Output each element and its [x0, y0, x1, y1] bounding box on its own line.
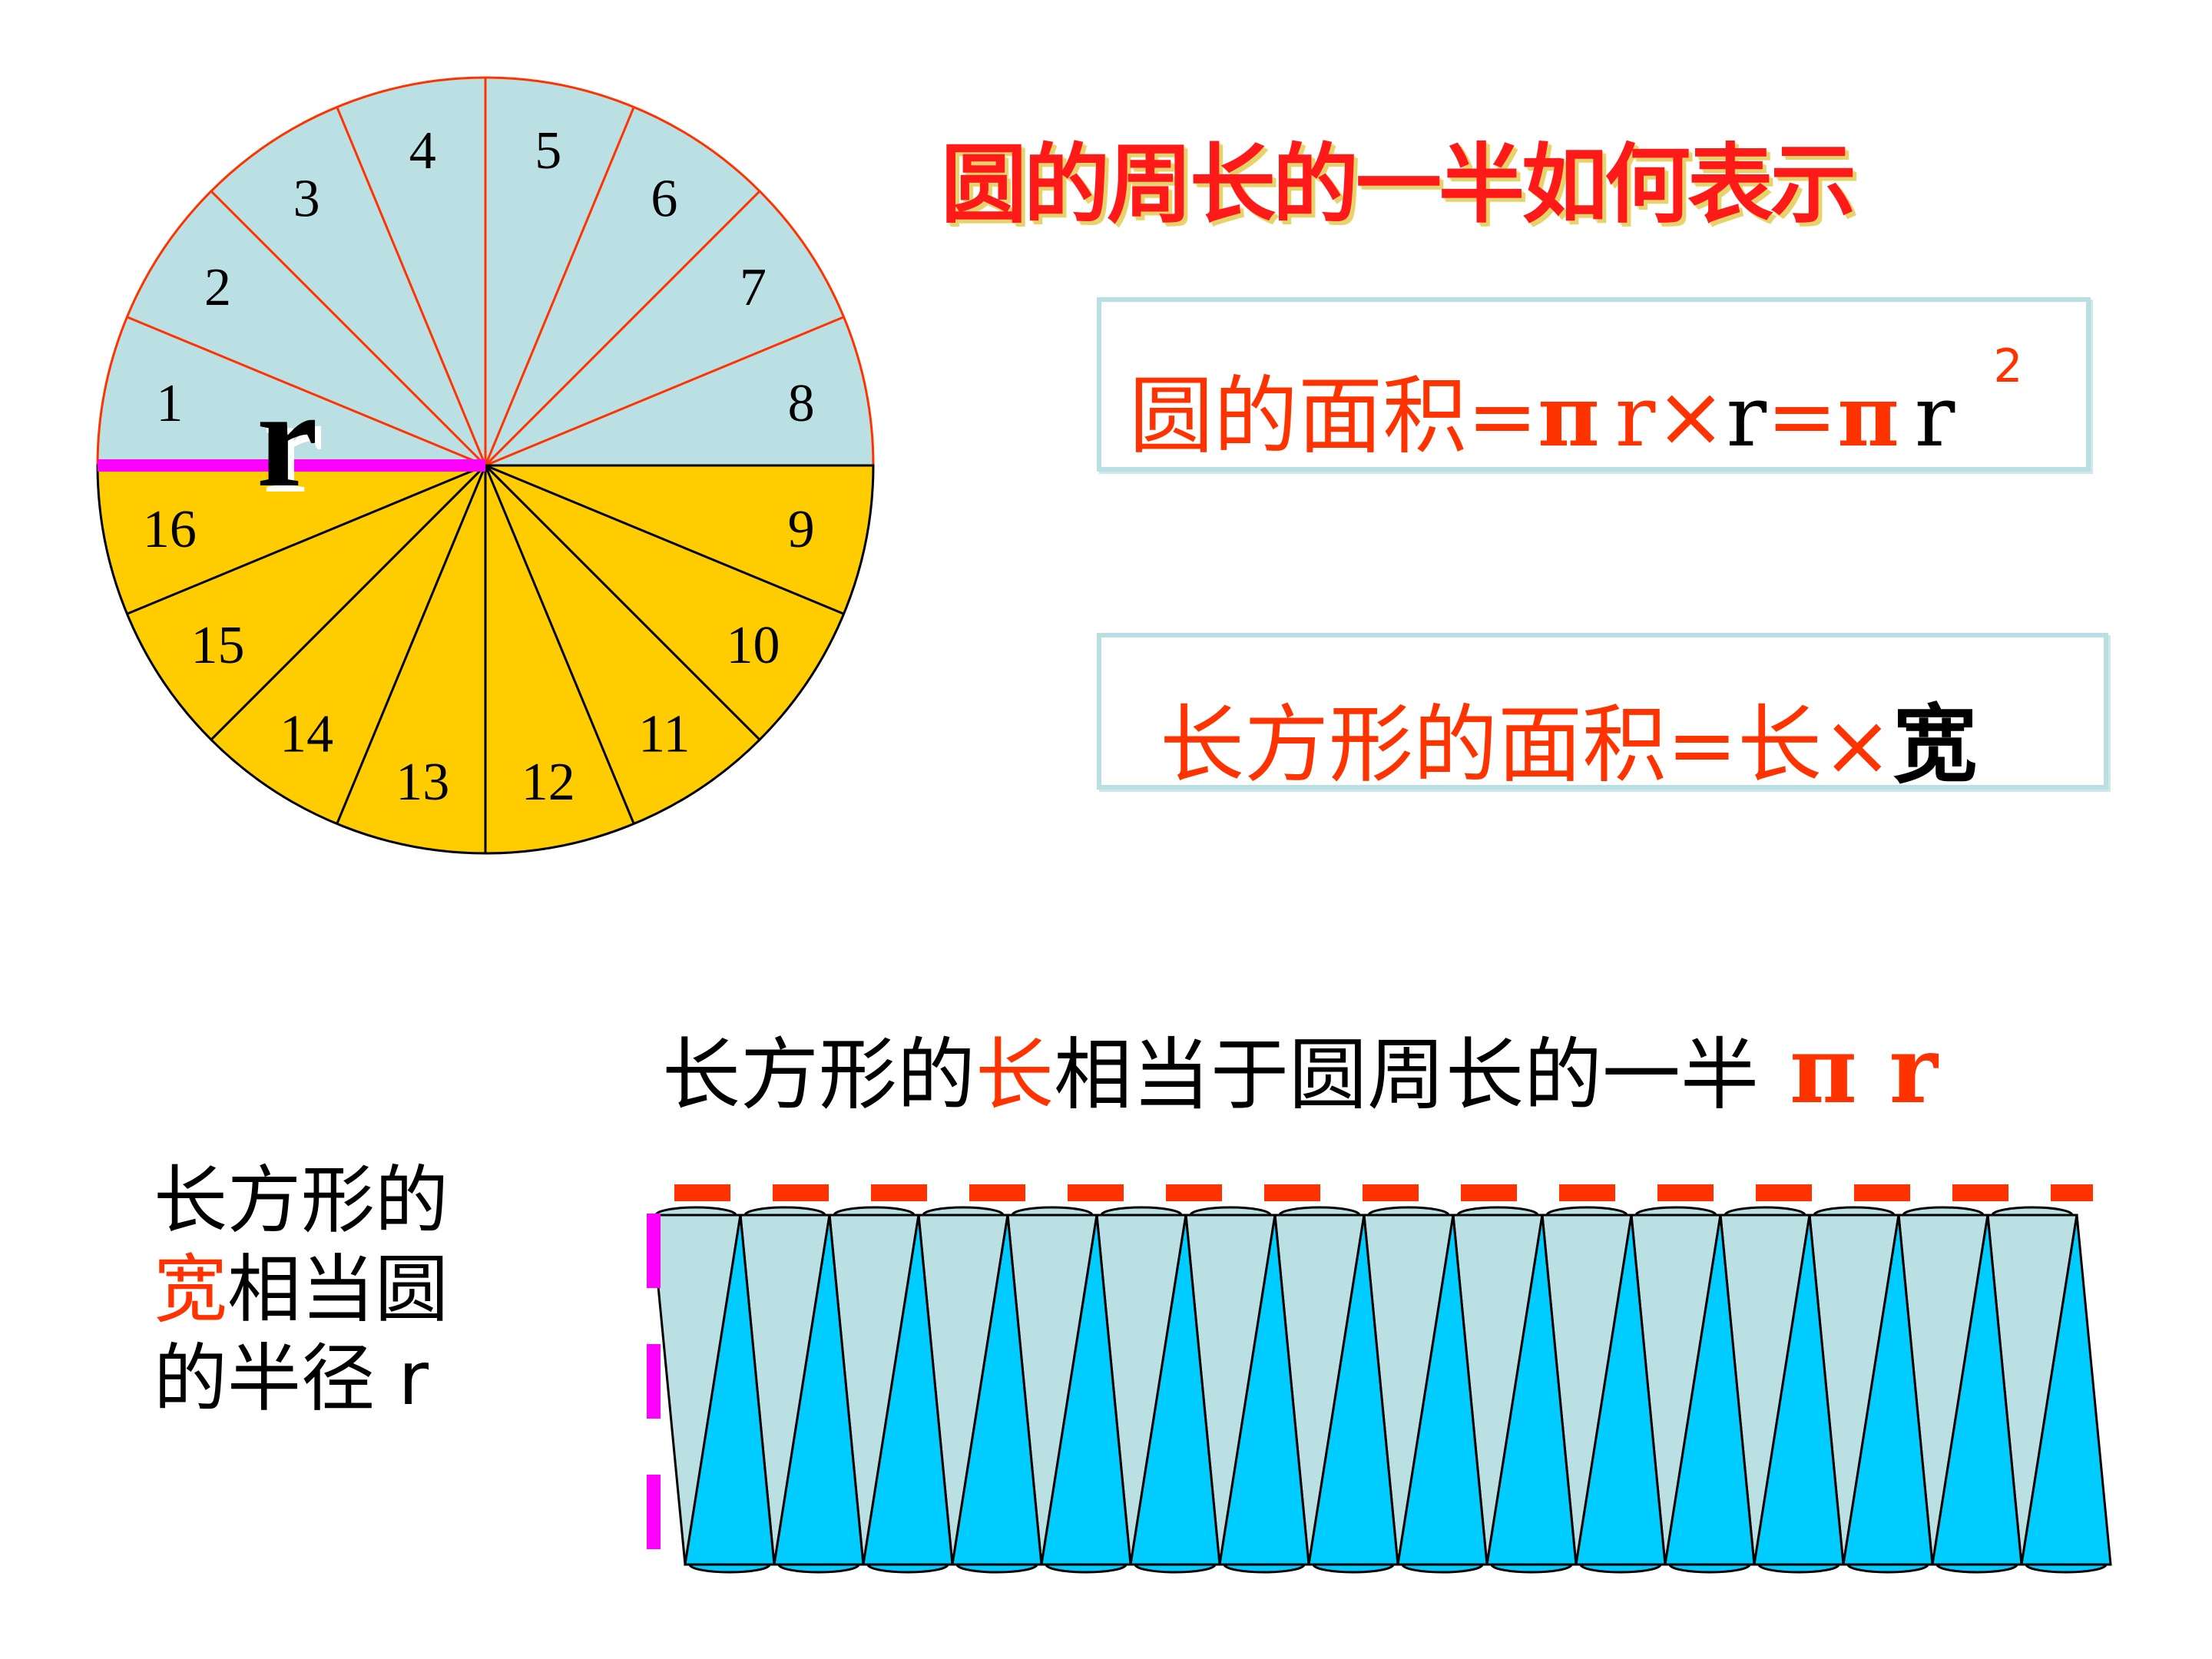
sector-label: 2: [204, 258, 231, 317]
up-sector-piece: [951, 1214, 1043, 1566]
formula-pi: π: [1837, 366, 1899, 465]
length-note-text: 长方形的: [662, 1030, 975, 1121]
up-sector-piece: [1396, 1214, 1488, 1566]
sector-label: 10: [727, 616, 780, 675]
up-sector-piece: [862, 1214, 954, 1566]
up-sector-piece: [684, 1214, 776, 1566]
up-sector-piece: [1129, 1214, 1221, 1566]
sector-label: 16: [143, 500, 197, 559]
sector-label: 8: [788, 374, 815, 433]
up-sector-piece: [1931, 1214, 2023, 1566]
sector-divider: [484, 190, 761, 467]
sector-divider: [484, 106, 635, 466]
sector-divider: [485, 464, 845, 615]
formula-r: r: [1614, 367, 1656, 465]
up-sector-piece: [1307, 1214, 1399, 1566]
sector-divider: [336, 106, 487, 466]
up-sector-piece: [1485, 1214, 1578, 1566]
length-note: 长方形的长相当于圆周长的一半 π r: [662, 1012, 1938, 1125]
width-note-line: 长方形的: [154, 1157, 449, 1243]
up-sector-piece: [1040, 1214, 1132, 1566]
length-note-pi-r: π r: [1790, 1016, 1938, 1124]
sector-label: 3: [293, 169, 320, 228]
rect-area-formula: 长方形的面积=长×宽: [1160, 676, 1977, 799]
circle-area-formula: 圆的面积=π r×r=π r2: [1129, 339, 2023, 470]
sector-label: 7: [740, 258, 767, 317]
up-sector-piece: [1218, 1214, 1310, 1566]
sector-label: 5: [535, 121, 561, 180]
sector-label: 13: [396, 753, 449, 812]
formula-pi: π: [1538, 366, 1600, 465]
up-sector-piece: [1664, 1214, 1756, 1566]
up-sector-piece: [1575, 1214, 1667, 1566]
sector-divider: [126, 316, 486, 467]
width-note-highlight: 宽: [154, 1247, 227, 1333]
formula-width-word: 宽: [1892, 696, 1978, 794]
sector-label: 15: [190, 616, 244, 675]
sector-divider: [210, 190, 487, 467]
formula-prefix: 圆的面积=: [1129, 367, 1538, 465]
sector-label: 12: [522, 753, 575, 812]
sector-divider: [485, 316, 845, 467]
sector-label: 11: [638, 705, 690, 764]
up-sector-piece: [773, 1214, 865, 1566]
length-note-highlight: 长: [975, 1030, 1054, 1121]
up-sector-piece: [1842, 1214, 1934, 1566]
sector-label: 1: [156, 374, 183, 433]
length-note-text: 相当于圆周长的一半: [1054, 1030, 1759, 1121]
up-sector-piece: [1753, 1214, 1845, 1566]
sector-divider: [484, 464, 761, 741]
formula-times: ×: [1655, 367, 1727, 465]
sector-label: 14: [280, 705, 333, 764]
sector-label: 6: [651, 169, 677, 228]
formula-equals: =: [1767, 367, 1838, 465]
circle-area-formula-box: [1097, 297, 2091, 472]
sector-divider: [336, 465, 487, 825]
sector-divider: [126, 464, 486, 615]
rect-area-formula-box: [1097, 633, 2108, 790]
radius-label: r: [257, 363, 318, 515]
width-note-line: 相当圆: [227, 1247, 449, 1333]
formula-r: r: [1914, 367, 1955, 465]
width-note-line: 的半径 r: [154, 1336, 429, 1422]
sector-divider: [210, 464, 487, 741]
width-note: 长方形的 宽相当圆 的半径 r: [154, 1156, 449, 1423]
sector-label: 9: [788, 500, 815, 559]
formula-exponent: 2: [1993, 339, 2023, 393]
formula-r: r: [1726, 367, 1767, 465]
slide-title: 圆的周长的一半如何表示: [941, 135, 1856, 235]
sector-label: 4: [409, 121, 436, 180]
formula-prefix: 长方形的面积=长×: [1160, 696, 1893, 794]
sector-divider: [484, 465, 635, 825]
up-sector-piece: [2020, 1214, 2112, 1566]
